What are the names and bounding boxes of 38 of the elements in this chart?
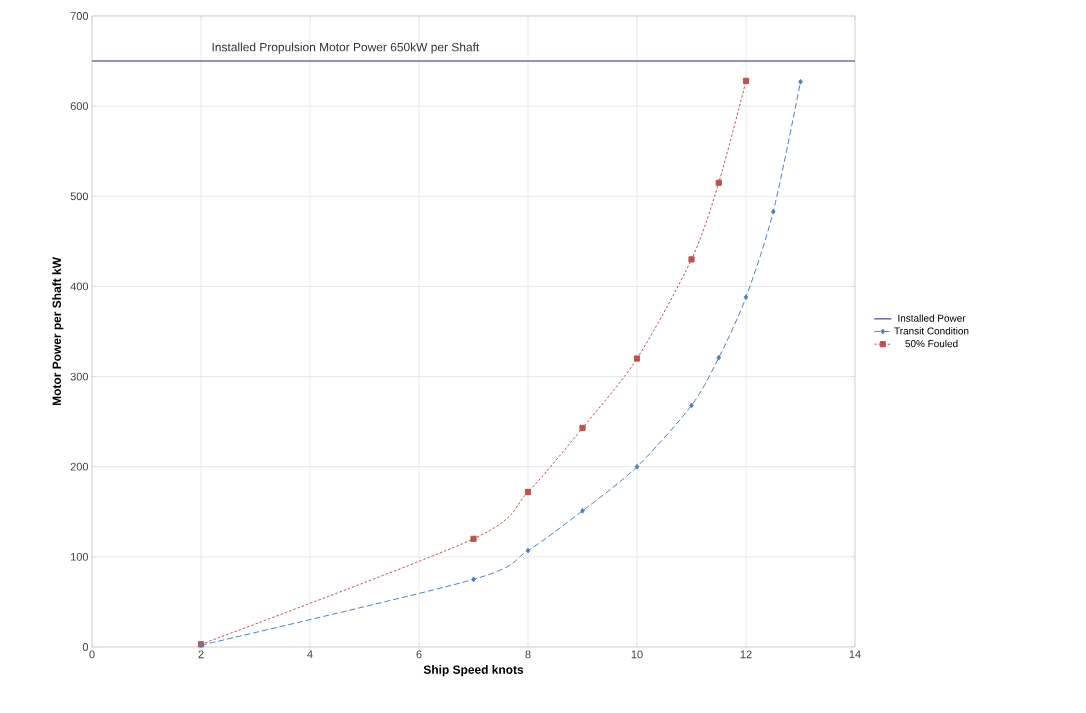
point xyxy=(770,208,776,215)
x-tick-label: 14 xyxy=(849,650,861,659)
point xyxy=(743,294,749,301)
point xyxy=(634,463,640,470)
x-tick-label: 4 xyxy=(307,650,313,659)
y-tick-label: 0 xyxy=(82,643,89,651)
point xyxy=(798,78,803,85)
point xyxy=(688,256,695,263)
y-tick-label: 600 xyxy=(70,102,89,111)
point xyxy=(716,354,722,361)
point xyxy=(524,488,532,496)
point xyxy=(633,355,641,362)
x-tick-label: 12 xyxy=(740,650,752,659)
legend-label: Transit Condition xyxy=(894,327,969,335)
point xyxy=(470,535,477,542)
point xyxy=(525,547,531,554)
point xyxy=(689,402,694,409)
x-axis-title: Ship Speed knots xyxy=(423,665,524,677)
point xyxy=(579,424,586,432)
point xyxy=(742,77,750,84)
point xyxy=(580,507,585,514)
y-tick-label: 400 xyxy=(70,282,89,291)
x-tick-label: 0 xyxy=(89,650,95,659)
point xyxy=(715,179,722,186)
annotation: Installed Propulsion Motor Power 650kW per Shaft xyxy=(212,42,480,54)
legend-label: 50% Fouled xyxy=(905,339,958,348)
legend-label: Installed Power xyxy=(898,314,966,322)
y-tick-label: 200 xyxy=(70,462,89,471)
x-tick-label: 6 xyxy=(416,650,422,659)
point xyxy=(471,576,476,583)
x-tick-label: 2 xyxy=(198,650,204,659)
x-tick-label: 8 xyxy=(525,650,531,659)
x-tick-label: 10 xyxy=(631,650,643,659)
y-tick-label: 100 xyxy=(71,552,89,561)
y-tick-label: 500 xyxy=(70,192,89,201)
y-tick-label: 300 xyxy=(70,372,89,381)
y-tick-label: 700 xyxy=(70,12,89,20)
y-axis-title: Motor Power per Shaft kW xyxy=(52,257,64,406)
